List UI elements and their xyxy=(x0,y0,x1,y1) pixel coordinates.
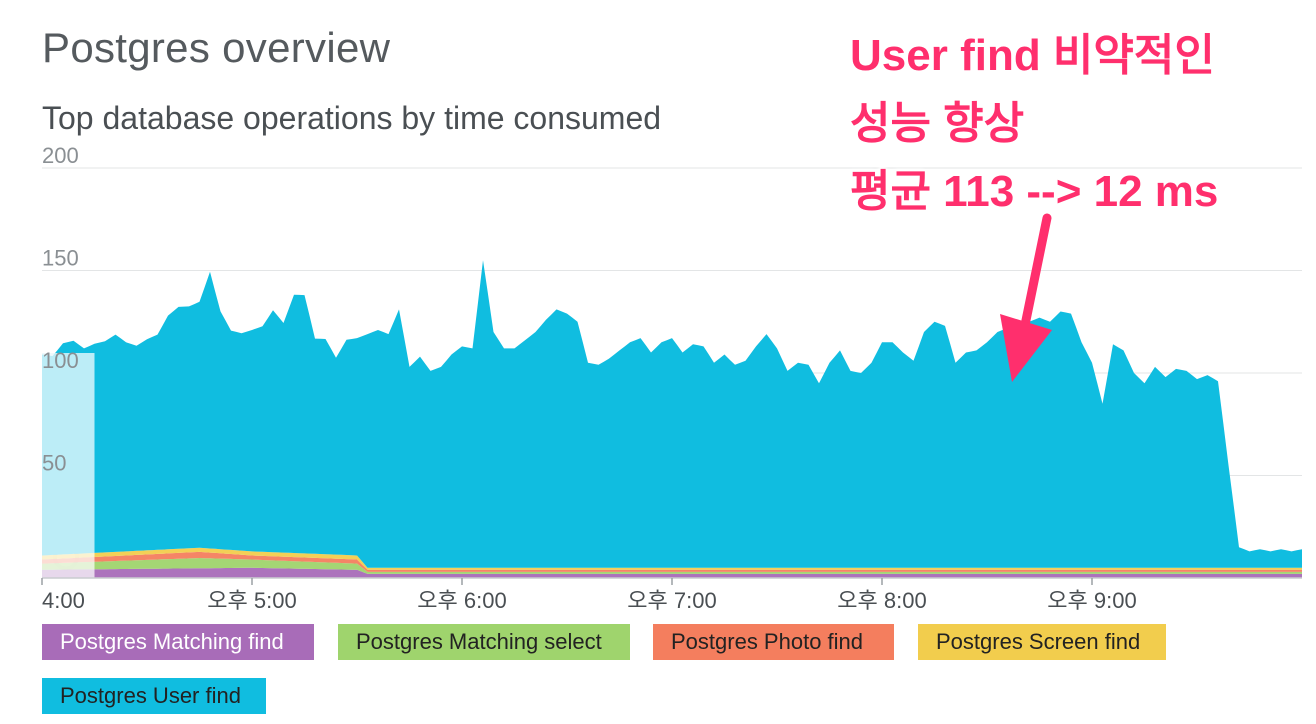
legend-label: Postgres Matching find xyxy=(60,629,284,654)
legend-label: Postgres User find xyxy=(60,683,241,708)
legend-item-user-find[interactable]: Postgres User find xyxy=(42,678,266,714)
page-title: Postgres overview xyxy=(42,24,391,71)
legend-item-matching-select[interactable]: Postgres Matching select xyxy=(338,624,630,660)
area-series-1 xyxy=(42,558,1302,574)
selection-overlay xyxy=(42,353,95,578)
area-series-3 xyxy=(42,547,1302,570)
arrow-shaft xyxy=(1019,213,1052,335)
legend-item-photo-find[interactable]: Postgres Photo find xyxy=(653,624,894,660)
legend-label: Postgres Matching select xyxy=(356,629,602,654)
annotation-line-2: 성능 향상 xyxy=(850,99,1025,148)
area-series-2 xyxy=(42,551,1302,572)
x-tick-label: 오후 5:00 xyxy=(207,588,296,613)
x-axis: 4:00 오후 5:00 오후 6:00 오후 7:00 오후 8:00 오후 9:00 xyxy=(41,577,1302,613)
legend-label: Postgres Screen find xyxy=(936,629,1141,654)
arrow-head xyxy=(1000,314,1052,382)
x-tick-label: 오후 7:00 xyxy=(627,588,716,613)
annotation-arrow xyxy=(1000,213,1052,382)
chart-title: Top database operations by time consumed xyxy=(42,100,662,136)
annotation-line-1: User find 비약적인 xyxy=(850,31,1215,80)
legend-item-screen-find[interactable]: Postgres Screen find xyxy=(918,624,1166,660)
y-axis-labels: 50 100 150 200 xyxy=(42,143,79,476)
stacked-areas xyxy=(42,260,1302,578)
x-tick-label: 오후 9:00 xyxy=(1047,588,1136,613)
annotation-line-3: 평균 113 --> 12 ms xyxy=(850,167,1219,216)
legend-label: Postgres Photo find xyxy=(671,629,864,654)
area-series-0 xyxy=(42,567,1302,578)
y-tick-label: 150 xyxy=(42,246,79,271)
y-tick-label: 200 xyxy=(42,143,79,168)
x-tick-label: 4:00 xyxy=(42,588,85,613)
legend-item-matching-find[interactable]: Postgres Matching find xyxy=(42,624,314,660)
y-tick-label: 100 xyxy=(42,348,79,373)
x-tick-label: 오후 8:00 xyxy=(837,588,926,613)
y-tick-label: 50 xyxy=(42,451,66,476)
area-series-4 xyxy=(42,260,1302,568)
x-tick-label: 오후 6:00 xyxy=(417,588,506,613)
